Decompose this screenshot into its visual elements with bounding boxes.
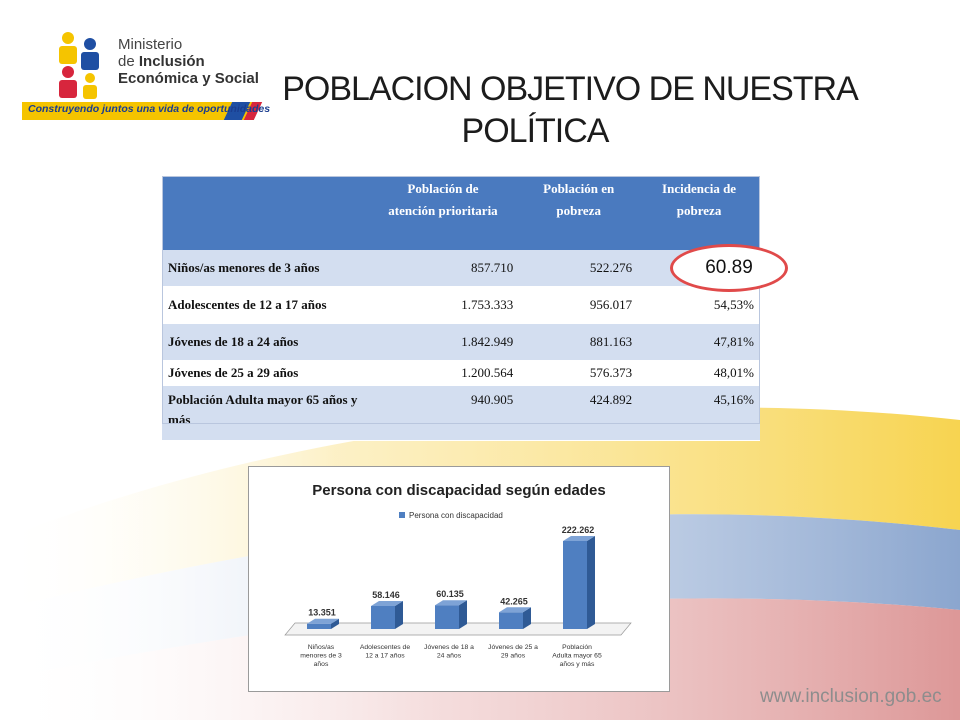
table-header-atencion: Población de atención prioritaria (388, 181, 498, 218)
bar-side (331, 618, 339, 629)
bar (499, 612, 523, 629)
slide-title: POBLACION OBJETIVO DE NUESTRA POLÍTICA (250, 68, 890, 152)
category-label: Jóvenes de 25 a (488, 644, 538, 651)
row-label: Jóvenes de 25 a 29 años (162, 360, 367, 386)
category-label: 29 años (501, 653, 526, 660)
category-label: años y más (560, 661, 595, 668)
table-row: Jóvenes de 25 a 29 años 1.200.564 576.37… (162, 360, 760, 386)
category-label: Adulta mayor 65 (552, 653, 602, 660)
row-label: Población Adulta mayor 65 años y más (162, 385, 367, 441)
category-label: 12 a 17 años (365, 653, 405, 660)
cell-incidencia: 47,81% (638, 323, 760, 361)
ministry-name-line3: Económica y Social (118, 70, 259, 87)
row-label: Jóvenes de 18 a 24 años (162, 323, 367, 361)
table-row: Población Adulta mayor 65 años y más 940… (162, 385, 760, 441)
cell-atencion: 857.710 (366, 250, 520, 287)
bar-top (371, 600, 403, 606)
cell-atencion: 1.753.333 (366, 286, 520, 324)
legend-swatch (399, 512, 405, 518)
ministry-name: Ministerio de Inclusión Económica y Soci… (118, 36, 259, 87)
table-row: Jóvenes de 18 a 24 años 1.842.949 881.16… (162, 323, 760, 361)
chart-title: Persona con discapacidad según edades (312, 482, 605, 499)
row-label: Niños/as menores de 3 años (162, 250, 367, 287)
slogan-bar (22, 102, 254, 120)
cell-pobreza: 424.892 (519, 385, 639, 441)
slogan-text: Construyendo juntos una vida de oportuni… (28, 103, 271, 115)
ministry-logo: Ministerio de Inclusión Económica y Soci… (22, 24, 271, 120)
incidence-callout: 60.89 (670, 244, 788, 292)
cell-incidencia: 48,01% (638, 360, 760, 386)
bar (563, 541, 587, 629)
row-label: Adolescentes de 12 a 17 años (162, 286, 367, 324)
cell-pobreza: 522.276 (519, 250, 639, 287)
bar-top (435, 600, 467, 606)
bar-top (563, 536, 595, 541)
category-label: menores de 3 (300, 653, 342, 660)
data-label: 222.262 (562, 525, 595, 535)
ministry-name-line1: Ministerio (118, 36, 183, 53)
ministry-name-inclusion: Inclusión (138, 53, 205, 70)
data-label: 42.265 (500, 596, 528, 606)
cell-atencion: 940.905 (366, 385, 520, 441)
table-header-incidencia: Incidencia de pobreza (662, 181, 737, 218)
slide-title-line1: POBLACION OBJETIVO DE NUESTRA (282, 70, 859, 108)
bar-side (459, 600, 467, 629)
table-header-row: Población de atención prioritaria Poblac… (162, 176, 760, 250)
category-label: Adolescentes de (360, 644, 410, 651)
bar (371, 605, 395, 629)
family-figures-icon (59, 32, 99, 99)
table-row: Adolescentes de 12 a 17 años 1.753.333 9… (162, 286, 760, 324)
data-label: 58.146 (372, 590, 400, 600)
legend-label: Persona con discapacidad (409, 511, 503, 520)
cell-atencion: 1.842.949 (366, 323, 520, 361)
category-label: Población (562, 644, 592, 651)
cell-pobreza: 956.017 (519, 286, 639, 324)
population-table: Población de atención prioritaria Poblac… (162, 176, 760, 441)
table-row: Niños/as menores de 3 años 857.710 522.2… (162, 250, 760, 287)
bar-side (587, 536, 595, 629)
slide-title-line2: POLÍTICA (461, 112, 610, 150)
disability-bar-chart: Persona con discapacidad según edades Per… (284, 482, 632, 668)
cell-pobreza: 881.163 (519, 323, 639, 361)
category-label: años (314, 661, 329, 668)
cell-pobreza: 576.373 (519, 360, 639, 386)
ministry-name-de: de (118, 53, 135, 70)
category-label: 24 años (437, 653, 462, 660)
data-label: 60.135 (436, 589, 464, 599)
bar-top (307, 618, 339, 624)
category-label: Niños/as (308, 644, 335, 651)
cell-atencion: 1.200.564 (366, 360, 520, 386)
bar (307, 623, 331, 629)
table-header-pobreza: Población en pobreza (543, 181, 615, 218)
cell-incidencia: 54,53% (638, 286, 760, 324)
bar-top (499, 607, 531, 613)
category-label: Jóvenes de 18 a (424, 644, 474, 651)
data-label: 13.351 (308, 608, 336, 618)
table-header-empty (162, 176, 367, 250)
disability-chart: Persona con discapacidad según edades Per… (248, 466, 670, 692)
bar-side (523, 607, 531, 629)
footer-url[interactable]: www.inclusion.gob.ec (760, 686, 942, 707)
cell-incidencia: 45,16% (638, 385, 760, 441)
bar (435, 605, 459, 629)
bar-side (395, 600, 403, 629)
